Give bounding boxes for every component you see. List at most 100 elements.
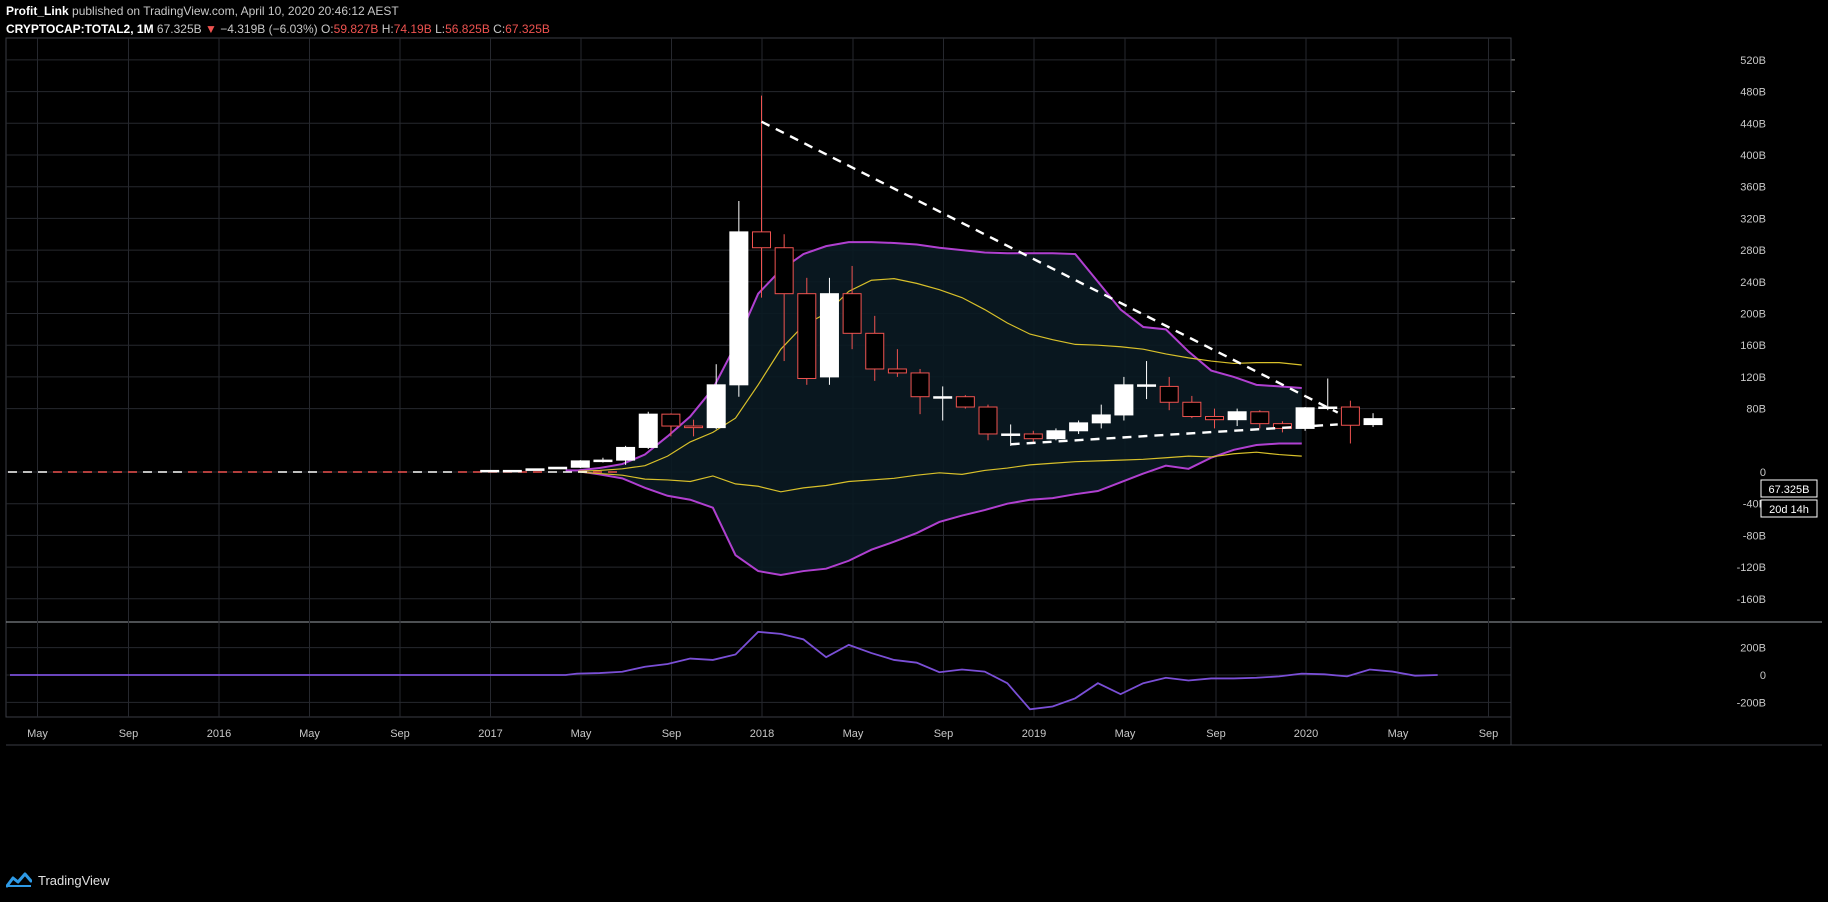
time-tick-label[interactable]: May <box>299 728 320 740</box>
time-tick-label[interactable]: Sep <box>1206 728 1226 740</box>
bollinger-basis-line <box>578 278 1302 472</box>
price-tick-label[interactable]: -160B <box>1737 594 1766 606</box>
price-tick-label[interactable]: 400B <box>1740 150 1766 162</box>
low-value: 56.825B <box>445 22 490 36</box>
candle-down[interactable] <box>887 368 907 374</box>
osc-tick-label[interactable]: -200B <box>1737 697 1766 709</box>
candle-up[interactable] <box>1227 411 1247 421</box>
time-tick-label[interactable]: 2019 <box>1022 728 1046 740</box>
price-tick-label[interactable]: 360B <box>1740 182 1766 194</box>
candle-up[interactable] <box>1137 384 1157 387</box>
time-tick-label[interactable]: May <box>571 728 592 740</box>
time-tick-label[interactable]: May <box>27 728 48 740</box>
candle-up[interactable] <box>1091 414 1111 424</box>
time-tick-label[interactable]: 2020 <box>1294 728 1318 740</box>
candle-up[interactable] <box>1363 418 1383 426</box>
osc-tick-label[interactable]: 0 <box>1760 670 1766 682</box>
candles[interactable] <box>8 95 1383 473</box>
candle-down[interactable] <box>1159 385 1179 403</box>
price-tick-label[interactable]: 0 <box>1760 467 1766 479</box>
price-tick-label[interactable]: 520B <box>1740 55 1766 67</box>
price-tick-label[interactable]: 80B <box>1746 404 1766 416</box>
candle-down[interactable] <box>1250 411 1270 425</box>
candle-up[interactable] <box>1001 433 1021 436</box>
candle-up[interactable] <box>548 466 568 470</box>
candle-up[interactable] <box>1318 406 1338 410</box>
candle-up[interactable] <box>1295 407 1315 429</box>
candle-down[interactable] <box>910 372 930 398</box>
price-tick-label[interactable]: -40B <box>1743 499 1766 511</box>
candle-down[interactable] <box>661 413 681 427</box>
time-tick-label[interactable]: Sep <box>390 728 410 740</box>
candle-down[interactable] <box>1205 416 1224 421</box>
last-price-badge <box>1760 479 1818 498</box>
price-tick-label[interactable]: -80B <box>1743 530 1766 542</box>
ohlc-line: CRYPTOCAP:TOTAL2, 1M 67.325B ▼ −4.319B (… <box>6 20 550 38</box>
price-tick-label[interactable]: 160B <box>1740 340 1766 352</box>
chart-header: Profit_Link published on TradingView.com… <box>6 2 550 38</box>
candle-up[interactable] <box>729 231 749 386</box>
price-tick-label[interactable]: -120B <box>1737 562 1766 574</box>
osc-tick-label[interactable]: 200B <box>1740 643 1766 655</box>
time-axis[interactable]: May Sep 2016 May Sep 2017 May Sep 2018 May Sep 2019… <box>27 728 1498 740</box>
time-tick-label[interactable]: Sep <box>119 728 139 740</box>
price-axis[interactable]: 520B 480B 440B 400B 360B 320B 280B 240B 200B 160B… <box>1510 38 1766 745</box>
time-tick-label[interactable]: Sep <box>662 728 682 740</box>
price-tick-label[interactable]: 280B <box>1740 245 1766 257</box>
candle-down[interactable] <box>1023 433 1043 440</box>
time-tick-label[interactable]: Sep <box>1479 728 1499 740</box>
candle-up[interactable] <box>525 468 545 471</box>
symbol-label[interactable]: CRYPTOCAP:TOTAL2, 1M <box>6 22 154 36</box>
candle-down[interactable] <box>955 396 975 408</box>
time-tick-label[interactable]: Sep <box>934 728 954 740</box>
time-tick-label[interactable]: May <box>1115 728 1136 740</box>
secondary-yellow-line <box>578 451 1302 493</box>
last-price-badge-text: 67.325B <box>1769 484 1810 496</box>
candle-up[interactable] <box>593 459 613 463</box>
candle-up[interactable] <box>1069 422 1089 432</box>
axis-labels: 67.325B 20d 14h <box>1760 479 1818 518</box>
candle-up[interactable] <box>480 469 500 473</box>
time-tick-label[interactable]: 2018 <box>750 728 774 740</box>
candle-up[interactable] <box>502 469 522 473</box>
time-tick-label[interactable]: 2017 <box>478 728 502 740</box>
price-tick-label[interactable]: 120B <box>1740 372 1766 384</box>
candle-up[interactable] <box>706 384 726 429</box>
candle-up[interactable] <box>570 460 590 468</box>
price-tick-label[interactable]: 480B <box>1740 87 1766 99</box>
oscillator-pane[interactable]: 200B 0 -200B <box>10 630 1766 711</box>
candle-down[interactable] <box>1340 406 1360 426</box>
price-tick-label[interactable]: 440B <box>1740 118 1766 130</box>
price-tick-label[interactable]: 200B <box>1740 309 1766 321</box>
candle-up[interactable] <box>933 396 953 399</box>
candle-down[interactable] <box>797 293 817 379</box>
candle-down[interactable] <box>865 332 885 370</box>
time-tick-label[interactable]: May <box>843 728 864 740</box>
candle-up[interactable] <box>638 413 658 448</box>
price-tick-label[interactable]: 240B <box>1740 277 1766 289</box>
price-chart[interactable]: 520B 480B 440B 400B 360B 320B 280B 240B 200B 160B… <box>0 0 1828 870</box>
close-value: 67.325B <box>505 22 550 36</box>
candle-down[interactable] <box>684 425 704 429</box>
oscillator-line[interactable] <box>10 630 1438 711</box>
trendline-descending-resistance[interactable] <box>760 120 1339 414</box>
candle-down[interactable] <box>752 231 771 249</box>
trendlines[interactable] <box>760 120 1339 446</box>
price-tick-label[interactable]: 320B <box>1740 213 1766 225</box>
candle-up[interactable] <box>819 293 839 378</box>
candle-down[interactable] <box>1182 401 1202 418</box>
tradingview-brand[interactable]: TradingView <box>38 872 110 888</box>
candle-down[interactable] <box>978 406 998 435</box>
time-tick-label[interactable]: May <box>1388 728 1409 740</box>
author-name[interactable]: Profit_Link <box>6 4 69 18</box>
candle-down[interactable] <box>774 247 794 295</box>
open-value: 59.827B <box>333 22 379 36</box>
publish-line: Profit_Link published on TradingView.com… <box>6 2 550 20</box>
candle-up[interactable] <box>1114 384 1134 416</box>
candle-up[interactable] <box>616 446 636 461</box>
bollinger-band-fill <box>565 242 1302 576</box>
time-tick-label[interactable]: 2016 <box>207 728 231 740</box>
candle-down[interactable] <box>842 293 862 334</box>
trendline-ascending-support[interactable] <box>1010 423 1338 446</box>
candle-up[interactable] <box>1046 430 1066 440</box>
